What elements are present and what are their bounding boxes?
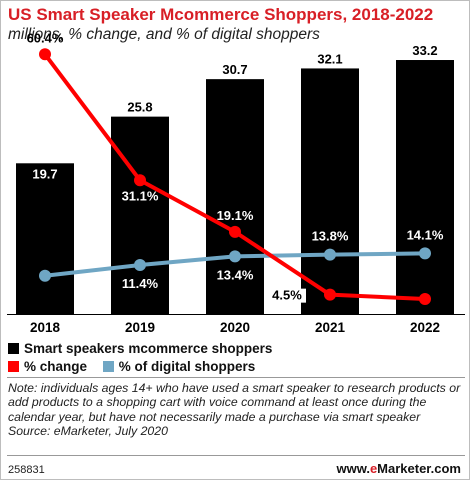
change-point-2022 [419,292,431,305]
legend-label-change: % change [24,359,88,374]
x-tick-2022: 2022 [410,320,440,335]
bar-label-2022: 33.2 [412,43,437,58]
bar-label-2020: 30.7 [222,62,247,77]
change-point-2019 [134,174,146,187]
change-point-2018 [39,48,51,61]
change-label-2022: 3.5% [410,273,440,288]
chart-title: US Smart Speaker Mcommerce Shoppers, 201… [8,5,434,24]
footer-divider [7,455,465,456]
change-label-bg-2021 [268,288,306,303]
share-point-2019 [134,258,146,271]
bar-2020 [206,79,264,315]
x-tick-2019: 2019 [125,320,155,335]
bar-label-2018: 19.7 [32,166,57,181]
share-point-2020 [229,250,241,263]
bar-label-2019: 25.8 [127,100,152,115]
share-label-2019: 11.4% [122,276,159,291]
emarketer-logo: www.eMarketer.com [336,461,461,476]
change-label-2018: 60.4% [27,30,64,45]
note-divider [7,377,465,378]
bar-2018 [16,163,74,314]
share-label-2022: 14.1% [407,227,444,242]
note-text: Note: individuals ages 14+ who have used… [8,381,461,424]
share-point-2022 [419,247,431,260]
change-label-2019: 31.1% [122,188,159,203]
share-label-2018: 8.9% [30,287,60,302]
change-label-2020: 19.1% [217,208,254,223]
share-point-2021 [324,248,336,261]
change-point-2021 [324,288,336,301]
bar-2022 [396,60,454,314]
legend-row-1: Smart speakers mcommerce shoppers [8,341,272,356]
legend-swatch-share [102,361,114,372]
share-point-2018 [39,269,51,282]
x-tick-2021: 2021 [315,320,346,335]
share-label-2020: 13.4% [217,267,254,282]
bar-label-2021: 32.1 [317,51,342,66]
brand-rest: Marketer.com [377,461,461,476]
brand-prefix: www. [336,461,370,476]
change-point-2020 [229,225,241,238]
share-label-2021: 13.8% [312,229,349,244]
brand-e: e [369,461,378,476]
legend-label-bars: Smart speakers mcommerce shoppers [24,341,273,356]
bar-2019 [111,116,169,314]
legend-swatch-change [8,361,19,372]
bar-2021 [301,68,359,314]
change-label-2021: 4.5% [272,288,302,303]
x-tick-2020: 2020 [220,320,250,335]
legend-row-2: % change % of digital shoppers [8,359,255,374]
note-block: Note: individuals ages 14+ who have used… [8,381,464,438]
x-tick-2018: 2018 [30,320,61,335]
chart-plot: 19.7 25.8 30.7 32.1 33.2 2018 2019 2020 2021 2022… [7,30,465,335]
legend-label-share: % of digital shoppers [118,359,256,374]
source-text: Source: eMarketer, July 2020 [8,423,168,438]
legend-swatch-bars [8,343,19,354]
chart-subtitle: millions, % change, and % of digital sho… [8,26,320,43]
chart-id: 258831 [8,464,45,476]
